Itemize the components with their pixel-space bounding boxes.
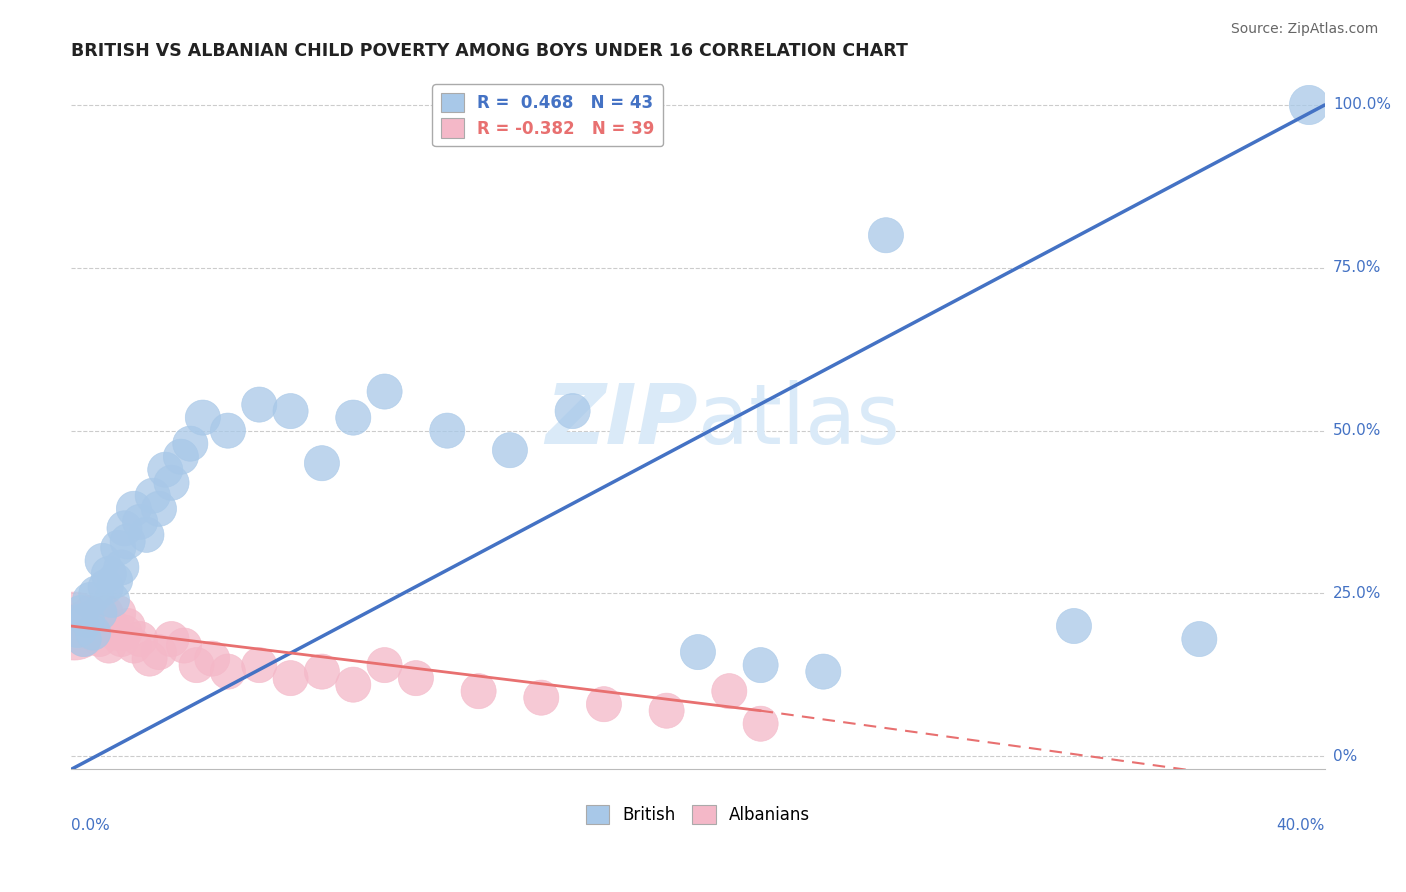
Point — [374, 384, 396, 399]
Point — [94, 580, 117, 594]
Point — [1188, 632, 1211, 646]
Point — [97, 639, 120, 653]
Point — [173, 639, 195, 653]
Point — [311, 456, 333, 470]
Point — [142, 489, 165, 503]
Text: Source: ZipAtlas.com: Source: ZipAtlas.com — [1230, 22, 1378, 37]
Point — [73, 632, 96, 646]
Point — [217, 665, 239, 679]
Point — [69, 606, 91, 620]
Point — [101, 593, 124, 607]
Text: ZIP: ZIP — [546, 380, 697, 461]
Point — [686, 645, 709, 659]
Point — [201, 651, 224, 665]
Text: 75.0%: 75.0% — [1333, 260, 1381, 276]
Point — [217, 424, 239, 438]
Point — [66, 625, 89, 640]
Point — [179, 436, 201, 450]
Point — [117, 534, 139, 549]
Point — [69, 613, 91, 627]
Point — [104, 625, 127, 640]
Point — [104, 574, 127, 588]
Point — [122, 639, 145, 653]
Point — [82, 625, 104, 640]
Point — [110, 560, 132, 574]
Point — [749, 716, 772, 731]
Text: BRITISH VS ALBANIAN CHILD POVERTY AMONG BOYS UNDER 16 CORRELATION CHART: BRITISH VS ALBANIAN CHILD POVERTY AMONG … — [72, 42, 908, 60]
Point — [97, 566, 120, 581]
Text: 0%: 0% — [1333, 748, 1357, 764]
Point — [101, 619, 124, 633]
Point — [655, 704, 678, 718]
Point — [76, 619, 98, 633]
Point — [499, 443, 522, 458]
Point — [110, 632, 132, 646]
Point — [749, 658, 772, 673]
Point — [117, 619, 139, 633]
Point — [91, 554, 114, 568]
Point — [813, 665, 835, 679]
Point — [148, 645, 170, 659]
Text: 50.0%: 50.0% — [1333, 423, 1381, 438]
Point — [405, 671, 427, 685]
Point — [593, 697, 616, 711]
Point — [63, 619, 86, 633]
Point — [107, 606, 129, 620]
Point — [138, 651, 160, 665]
Point — [66, 619, 89, 633]
Point — [94, 606, 117, 620]
Point — [79, 593, 101, 607]
Text: 25.0%: 25.0% — [1333, 586, 1381, 601]
Point — [73, 632, 96, 646]
Point — [467, 684, 489, 698]
Point — [79, 606, 101, 620]
Point — [875, 228, 897, 243]
Point — [247, 658, 270, 673]
Text: 0.0%: 0.0% — [72, 818, 110, 833]
Point — [191, 410, 214, 425]
Point — [718, 684, 741, 698]
Point — [82, 625, 104, 640]
Point — [280, 671, 302, 685]
Legend: British, Albanians: British, Albanians — [579, 798, 817, 830]
Point — [247, 398, 270, 412]
Point — [148, 501, 170, 516]
Point — [129, 515, 152, 529]
Point — [84, 613, 107, 627]
Point — [280, 404, 302, 418]
Point — [160, 632, 183, 646]
Point — [114, 521, 136, 535]
Point — [311, 665, 333, 679]
Text: atlas: atlas — [697, 380, 900, 461]
Point — [155, 463, 177, 477]
Point — [436, 424, 458, 438]
Point — [114, 625, 136, 640]
Point — [1298, 98, 1320, 112]
Point — [342, 410, 364, 425]
Point — [91, 619, 114, 633]
Point — [1063, 619, 1085, 633]
Point — [186, 658, 208, 673]
Point — [160, 475, 183, 490]
Point — [374, 658, 396, 673]
Point — [84, 586, 107, 600]
Text: 100.0%: 100.0% — [1333, 97, 1391, 112]
Point — [170, 450, 193, 464]
Point — [89, 632, 111, 646]
Point — [107, 541, 129, 555]
Point — [530, 690, 553, 705]
Point — [129, 632, 152, 646]
Point — [76, 613, 98, 627]
Text: 40.0%: 40.0% — [1277, 818, 1324, 833]
Point — [561, 404, 583, 418]
Point — [342, 678, 364, 692]
Point — [135, 528, 157, 542]
Point — [122, 501, 145, 516]
Point — [89, 606, 111, 620]
